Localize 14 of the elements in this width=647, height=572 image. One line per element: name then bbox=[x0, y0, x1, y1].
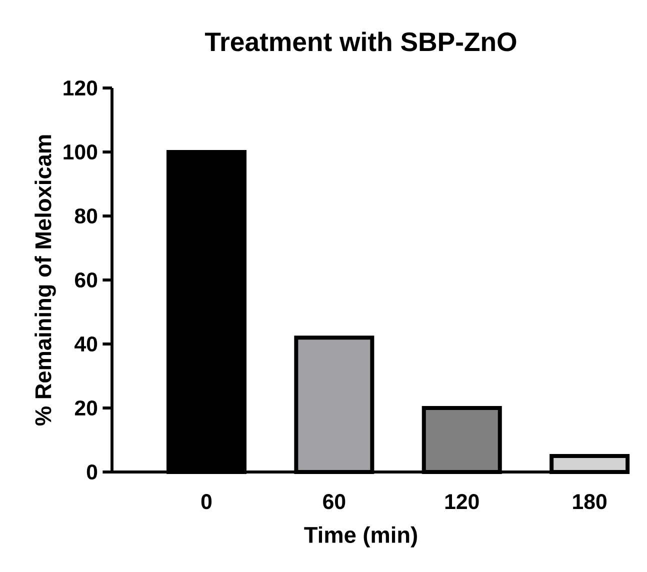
x-axis-title: Time (min) bbox=[304, 526, 417, 548]
x-tick-label: 60 bbox=[323, 494, 346, 510]
y-tick-label: 0 bbox=[86, 464, 98, 480]
y-tick-label: 80 bbox=[74, 208, 98, 224]
y-tick-label: 20 bbox=[74, 400, 98, 416]
chart-title: Treatment with SBP-ZnO bbox=[204, 32, 516, 52]
y-tick-label: 100 bbox=[64, 144, 98, 160]
y-tick-label: 60 bbox=[75, 272, 98, 288]
y-tick-label: 40 bbox=[74, 336, 98, 352]
x-tick-label: 180 bbox=[573, 494, 606, 510]
y-axis-title: % Remaining of Meloxicam bbox=[34, 135, 56, 426]
x-tick-label: 120 bbox=[445, 494, 479, 510]
y-tick-label: 120 bbox=[64, 80, 98, 96]
x-tick-label: 0 bbox=[201, 494, 212, 510]
